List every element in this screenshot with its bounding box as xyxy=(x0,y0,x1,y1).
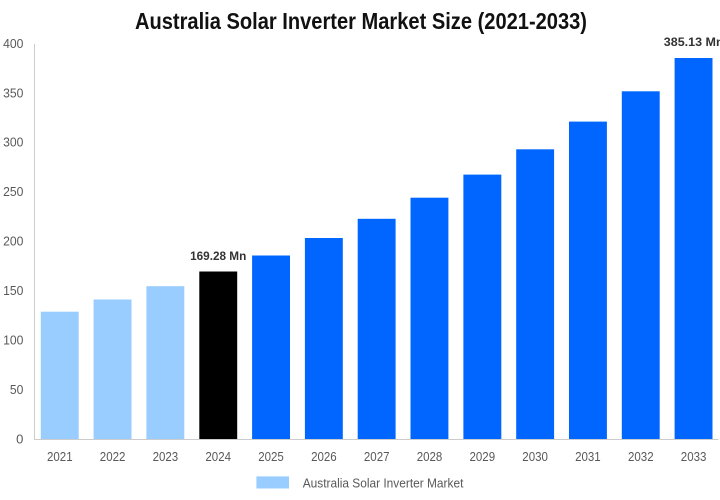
svg-text:2024: 2024 xyxy=(205,449,231,464)
svg-text:200: 200 xyxy=(3,234,23,249)
svg-text:400: 400 xyxy=(3,36,23,51)
svg-text:150: 150 xyxy=(3,283,23,298)
svg-text:2029: 2029 xyxy=(470,449,496,464)
svg-text:2022: 2022 xyxy=(100,449,126,464)
svg-text:2030: 2030 xyxy=(522,449,548,464)
svg-text:50: 50 xyxy=(10,382,24,397)
svg-text:250: 250 xyxy=(3,184,23,199)
svg-text:Australia Solar Inverter Marke: Australia Solar Inverter Market xyxy=(303,476,464,491)
svg-text:2033: 2033 xyxy=(681,449,707,464)
svg-text:2023: 2023 xyxy=(153,449,179,464)
svg-text:169.28 Mn: 169.28 Mn xyxy=(190,249,246,263)
svg-text:Australia Solar Inverter Marke: Australia Solar Inverter Market Size (20… xyxy=(135,8,587,34)
svg-text:300: 300 xyxy=(3,135,23,150)
svg-text:2028: 2028 xyxy=(417,449,443,464)
svg-text:2032: 2032 xyxy=(628,449,654,464)
svg-text:2021: 2021 xyxy=(47,449,73,464)
svg-text:2027: 2027 xyxy=(364,449,390,464)
svg-text:100: 100 xyxy=(3,333,23,348)
svg-text:350: 350 xyxy=(3,85,23,100)
svg-text:2025: 2025 xyxy=(258,449,284,464)
svg-text:0: 0 xyxy=(16,432,23,447)
svg-text:2026: 2026 xyxy=(311,449,337,464)
svg-text:2031: 2031 xyxy=(575,449,601,464)
svg-text:385.13 Mn: 385.13 Mn xyxy=(664,35,720,49)
